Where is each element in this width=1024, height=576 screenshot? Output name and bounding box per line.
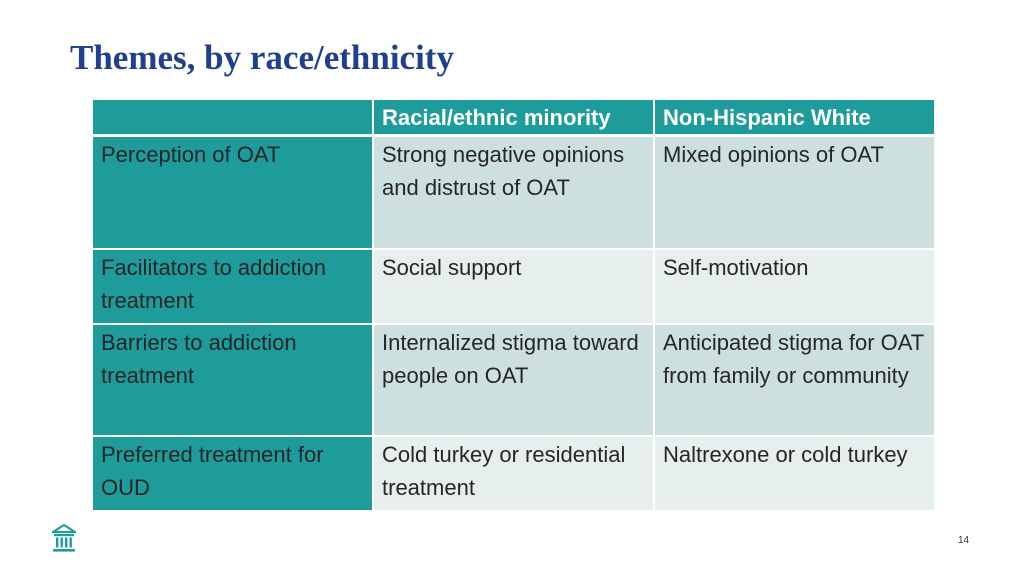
cell-white: Anticipated stigma for OAT from family o…	[653, 323, 936, 437]
header-empty-cell	[91, 98, 374, 137]
table-row: Barriers to addiction treatment Internal…	[91, 323, 936, 437]
row-label: Perception of OAT	[91, 134, 374, 250]
page-number: 14	[958, 535, 970, 546]
cell-minority: Cold turkey or residential treatment	[372, 435, 655, 512]
row-label: Barriers to addiction treatment	[91, 323, 374, 437]
cell-minority: Internalized stigma toward people on OAT	[372, 323, 655, 437]
cell-white: Mixed opinions of OAT	[653, 134, 936, 250]
table-row: Facilitators to addiction treatment Soci…	[91, 248, 936, 325]
row-label: Facilitators to addiction treatment	[91, 248, 374, 325]
cell-white: Self-motivation	[653, 248, 936, 325]
cell-minority: Social support	[372, 248, 655, 325]
table-header-row: Racial/ethnic minority Non-Hispanic Whit…	[91, 98, 936, 137]
row-label: Preferred treatment for OUD	[91, 435, 374, 512]
header-non-hispanic-white: Non-Hispanic White	[653, 98, 936, 137]
table-row: Perception of OAT Strong negative opinio…	[91, 134, 936, 250]
table-row: Preferred treatment for OUD Cold turkey …	[91, 435, 936, 512]
cell-white: Naltrexone or cold turkey	[653, 435, 936, 512]
slide-title: Themes, by race/ethnicity	[70, 38, 454, 77]
themes-table: Racial/ethnic minority Non-Hispanic Whit…	[91, 98, 936, 512]
cell-minority: Strong negative opinions and distrust of…	[372, 134, 655, 250]
header-minority: Racial/ethnic minority	[372, 98, 655, 137]
columned-building-icon	[51, 523, 77, 558]
